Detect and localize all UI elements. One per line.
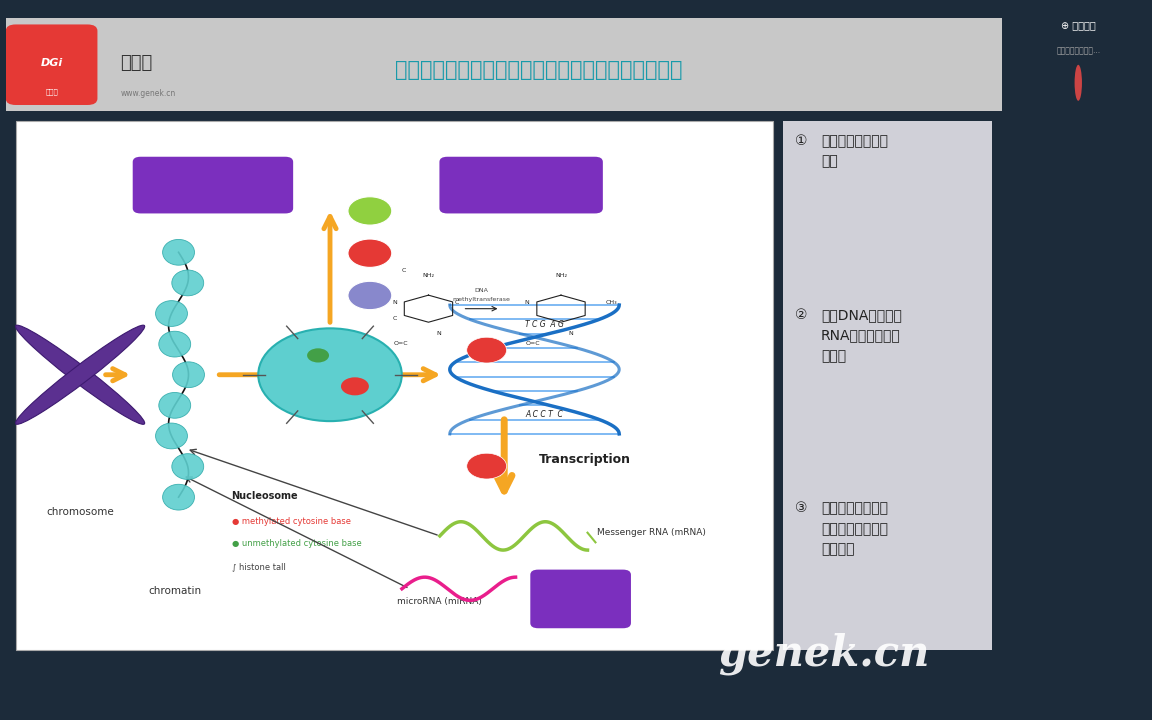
Text: Transcription: Transcription bbox=[539, 453, 631, 466]
Text: N: N bbox=[569, 330, 574, 336]
FancyBboxPatch shape bbox=[132, 157, 293, 213]
Text: Me: Me bbox=[363, 248, 377, 258]
FancyBboxPatch shape bbox=[6, 18, 1002, 112]
Text: chromatin: chromatin bbox=[149, 586, 202, 596]
Text: 基因课: 基因课 bbox=[120, 54, 152, 72]
FancyBboxPatch shape bbox=[439, 157, 602, 213]
Text: 包括DNA甲基化、
RNA干扰、组蛋白
修饰等: 包括DNA甲基化、 RNA干扰、组蛋白 修饰等 bbox=[821, 308, 902, 363]
Text: N: N bbox=[437, 330, 441, 336]
Text: C: C bbox=[454, 300, 458, 305]
Ellipse shape bbox=[162, 485, 195, 510]
Circle shape bbox=[348, 282, 392, 310]
Text: O=C: O=C bbox=[393, 341, 408, 346]
Ellipse shape bbox=[172, 454, 204, 480]
Ellipse shape bbox=[159, 331, 191, 357]
Ellipse shape bbox=[156, 423, 188, 449]
Circle shape bbox=[341, 377, 369, 395]
Text: 基因课: 基因课 bbox=[45, 88, 58, 95]
Text: chromosome: chromosome bbox=[46, 507, 114, 517]
Text: A C C T  C: A C C T C bbox=[525, 410, 563, 419]
Text: Ac: Ac bbox=[365, 291, 376, 300]
Text: DNA: DNA bbox=[475, 287, 488, 292]
FancyBboxPatch shape bbox=[783, 121, 992, 649]
Text: C: C bbox=[393, 316, 396, 321]
Ellipse shape bbox=[173, 362, 204, 387]
Text: ⊕ 添加文件: ⊕ 添加文件 bbox=[1061, 20, 1096, 30]
Ellipse shape bbox=[15, 325, 145, 424]
Text: 第一天：背景知识...: 第一天：背景知识... bbox=[1056, 46, 1100, 55]
Text: Me: Me bbox=[480, 347, 492, 353]
Circle shape bbox=[467, 337, 507, 363]
Text: Messenger RNA (mRNA): Messenger RNA (mRNA) bbox=[598, 528, 706, 537]
FancyBboxPatch shape bbox=[6, 24, 98, 105]
Text: C: C bbox=[401, 269, 406, 274]
Text: NH₂: NH₂ bbox=[423, 273, 434, 278]
Text: ①: ① bbox=[795, 134, 808, 148]
Text: N: N bbox=[392, 300, 397, 305]
Text: NH₂: NH₂ bbox=[555, 273, 567, 278]
Circle shape bbox=[308, 348, 329, 362]
Text: N: N bbox=[525, 300, 530, 305]
Text: ● unmethylated cytosine base: ● unmethylated cytosine base bbox=[232, 539, 362, 549]
Circle shape bbox=[348, 239, 392, 267]
Circle shape bbox=[1075, 65, 1082, 101]
Text: RNA
regulation: RNA regulation bbox=[550, 588, 612, 610]
Circle shape bbox=[467, 453, 507, 479]
Text: www.genek.cn: www.genek.cn bbox=[120, 89, 175, 98]
Text: methyltransferase: methyltransferase bbox=[453, 297, 510, 302]
Ellipse shape bbox=[162, 240, 195, 265]
Text: ● methylated cytosine base: ● methylated cytosine base bbox=[232, 517, 350, 526]
Text: microRNA (miRNA): microRNA (miRNA) bbox=[397, 597, 482, 606]
Text: ∫ histone tall: ∫ histone tall bbox=[232, 562, 286, 571]
Text: 基因组相关功能改
变而不涉及核苷酸
序列变化: 基因组相关功能改 变而不涉及核苷酸 序列变化 bbox=[821, 501, 888, 557]
Text: T C G  A G: T C G A G bbox=[525, 320, 563, 329]
FancyBboxPatch shape bbox=[530, 570, 631, 629]
Text: Ph: Ph bbox=[364, 207, 376, 215]
Text: genek.cn: genek.cn bbox=[718, 632, 930, 675]
Ellipse shape bbox=[15, 325, 145, 424]
Text: ③: ③ bbox=[795, 501, 808, 516]
Text: 与孟德尔遗传学不
相符: 与孟德尔遗传学不 相符 bbox=[821, 134, 888, 168]
Text: Me: Me bbox=[480, 463, 492, 469]
Text: DGi: DGi bbox=[40, 58, 62, 68]
Circle shape bbox=[348, 197, 392, 225]
Text: Nucleosome: Nucleosome bbox=[232, 491, 298, 501]
FancyBboxPatch shape bbox=[16, 121, 773, 649]
Text: 什么是表观遗传学？它研究的是什么？有什么意义？: 什么是表观遗传学？它研究的是什么？有什么意义？ bbox=[395, 60, 683, 79]
Ellipse shape bbox=[156, 301, 188, 326]
Text: O=C: O=C bbox=[525, 341, 540, 346]
Ellipse shape bbox=[172, 270, 204, 296]
Text: Histone
modifications: Histone modifications bbox=[170, 174, 256, 197]
Text: ②: ② bbox=[795, 308, 808, 322]
Text: CH₃: CH₃ bbox=[606, 300, 617, 305]
Circle shape bbox=[258, 328, 402, 421]
Ellipse shape bbox=[159, 392, 191, 418]
Text: DNA
methylation: DNA methylation bbox=[484, 174, 559, 197]
